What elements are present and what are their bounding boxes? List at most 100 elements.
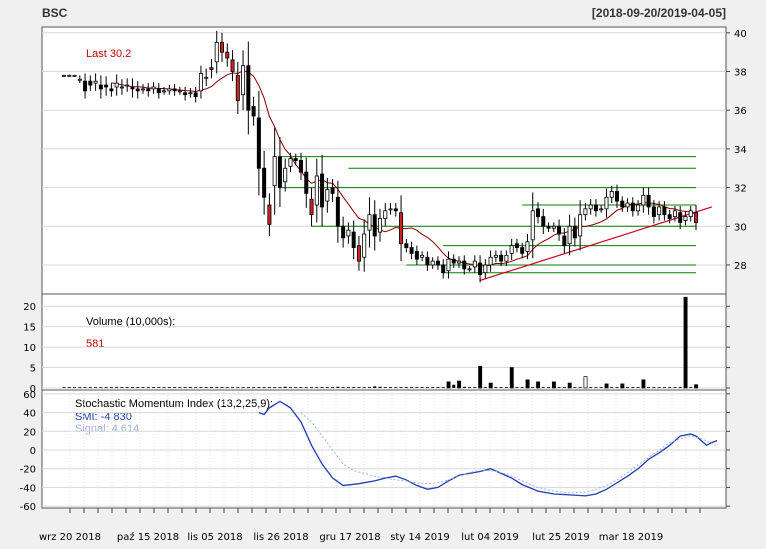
- candle-body: [609, 191, 614, 198]
- volume-bar: [578, 387, 582, 388]
- price-tick-label: 32: [734, 184, 747, 195]
- volume-bar: [283, 386, 287, 388]
- volume-bar: [567, 382, 572, 389]
- candle-body: [198, 73, 203, 92]
- candle-body: [151, 86, 156, 90]
- candle-body: [620, 200, 625, 208]
- volume-bar: [99, 387, 103, 388]
- volume-bar: [204, 387, 208, 388]
- candle-body: [362, 233, 367, 258]
- smi-tick-label: 60: [23, 390, 36, 401]
- price-tick-label: 40: [734, 29, 747, 40]
- candle-body: [77, 78, 82, 81]
- candle-body: [593, 204, 598, 212]
- candle-body: [314, 175, 319, 206]
- last-price-label: Last 30.2: [86, 48, 131, 60]
- price-tick-label: 38: [734, 68, 747, 79]
- candle-body: [493, 254, 498, 258]
- volume-bar: [146, 387, 150, 388]
- volume-bar: [610, 387, 614, 388]
- trend-line: [479, 206, 712, 282]
- volume-bar: [399, 387, 403, 388]
- volume-bar: [67, 387, 71, 388]
- candle-body: [630, 202, 635, 212]
- smi-series-smi: [258, 400, 718, 497]
- volume-bar: [78, 387, 82, 388]
- candle-body: [114, 82, 119, 88]
- volume-bar: [515, 387, 519, 388]
- volume-bar: [120, 387, 124, 388]
- x-tick-label: lis 05 2018: [187, 532, 242, 543]
- volume-bar: [141, 387, 145, 388]
- volume-bar: [557, 387, 561, 388]
- volume-bar: [367, 387, 371, 388]
- volume-bar: [468, 387, 472, 388]
- volume-bar: [88, 387, 92, 388]
- candle-body: [209, 67, 214, 70]
- smi-tick-label: -60: [20, 502, 36, 513]
- volume-bar: [241, 387, 245, 388]
- volume-bar: [531, 387, 535, 388]
- volume-bar: [641, 379, 646, 389]
- volume-bar: [694, 384, 699, 389]
- candle-body: [393, 208, 398, 212]
- candle-body: [341, 225, 346, 239]
- candle-body: [183, 92, 188, 96]
- candle-body: [657, 206, 662, 216]
- candle-body: [388, 208, 393, 211]
- volume-bar: [494, 387, 498, 388]
- volume-tick-label: 10: [23, 343, 36, 354]
- volume-bar: [325, 387, 329, 388]
- volume-bar: [404, 387, 408, 388]
- candle-body: [377, 218, 382, 233]
- candle-body: [678, 212, 683, 223]
- volume-bar: [209, 387, 213, 388]
- candle-body: [583, 208, 588, 216]
- smi-series-signal: [300, 412, 718, 494]
- volume-bar: [652, 387, 656, 388]
- candle-body: [694, 212, 699, 223]
- volume-bar: [352, 387, 356, 388]
- volume-bar: [620, 383, 625, 389]
- candle-body: [219, 42, 224, 53]
- volume-bar: [104, 387, 108, 388]
- x-tick-label: sty 14 2019: [390, 532, 450, 543]
- candle-body: [509, 245, 514, 254]
- price-tick-label: 28: [734, 261, 747, 272]
- price-tick-label: 34: [734, 145, 747, 156]
- volume-bar: [73, 387, 77, 388]
- candle-body: [304, 171, 309, 194]
- volume-bar: [162, 387, 166, 388]
- candle-body: [399, 212, 404, 245]
- candle-body: [488, 256, 493, 266]
- volume-bar: [267, 387, 271, 388]
- volume-bar: [273, 387, 277, 388]
- volume-bar: [547, 387, 551, 388]
- volume-bar: [420, 387, 424, 388]
- price-tick-label: 36: [734, 106, 747, 117]
- volume-bar: [152, 387, 156, 388]
- volume-bar: [188, 387, 192, 388]
- volume-bar: [415, 387, 419, 388]
- volume-bar: [425, 387, 429, 388]
- candle-body: [546, 225, 551, 229]
- candle-body: [514, 243, 519, 248]
- volume-bar: [410, 387, 414, 388]
- x-tick-label: mar 18 2019: [599, 532, 664, 543]
- volume-bar: [357, 387, 361, 388]
- volume-bar: [167, 387, 171, 388]
- smi-label: Stochastic Momentum Index (13,2,25,9):: [75, 398, 273, 410]
- candle-body: [214, 42, 219, 63]
- volume-bar: [520, 387, 524, 388]
- candle-body: [435, 260, 440, 266]
- volume-bar: [562, 387, 566, 388]
- candle-body: [88, 80, 93, 86]
- volume-bar: [394, 387, 398, 388]
- volume-bar: [288, 387, 292, 388]
- volume-bar: [94, 387, 98, 388]
- volume-bar: [594, 387, 598, 388]
- volume-bar: [115, 387, 119, 388]
- volume-bar: [452, 384, 456, 388]
- volume-bar: [488, 382, 493, 389]
- candle-body: [404, 243, 409, 248]
